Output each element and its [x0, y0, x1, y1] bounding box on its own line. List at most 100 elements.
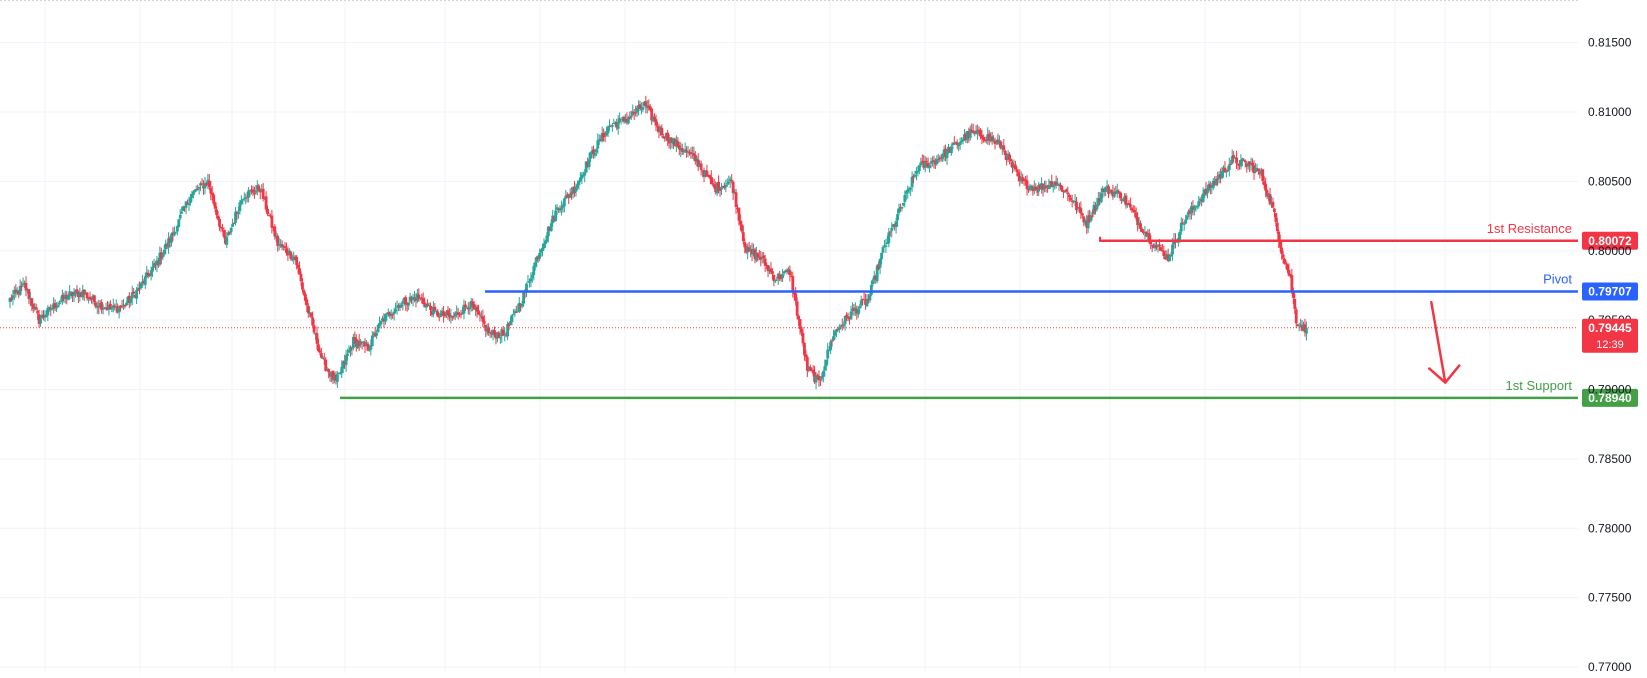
candle-body [8, 297, 12, 302]
candle-body [970, 130, 974, 132]
candle-body [1089, 216, 1093, 221]
candle-body [341, 361, 345, 369]
candle-body [1041, 183, 1045, 190]
candle-body [464, 304, 467, 308]
candle-body [688, 152, 691, 154]
candle-body [158, 252, 162, 265]
candle-body [1224, 170, 1228, 173]
candle-body [597, 139, 601, 141]
candle-body [519, 303, 523, 307]
candle-body [372, 333, 376, 335]
candle-body [1150, 245, 1154, 247]
candle-body [353, 337, 357, 340]
candle-body [855, 309, 859, 314]
candle-body [541, 247, 544, 251]
candle-body [765, 264, 768, 266]
candle-body [958, 142, 962, 146]
candle-body [864, 300, 867, 305]
candle-body [197, 186, 201, 189]
candle-body [362, 341, 365, 343]
candle-body [302, 290, 306, 295]
candle-body [893, 224, 897, 226]
candle-body [568, 193, 572, 198]
candle-body [43, 316, 47, 318]
candle-body [391, 313, 395, 315]
level-badge-text-0: 0.80072 [1588, 234, 1632, 248]
candle-body [640, 108, 643, 110]
candle-body [839, 326, 843, 328]
candle-body [394, 309, 397, 312]
candle-body [554, 210, 558, 222]
candle-body [704, 170, 707, 176]
candle-body [947, 146, 950, 151]
candle-body [34, 307, 38, 310]
candle-body [900, 206, 904, 209]
candle-body [63, 294, 67, 298]
candle-body [436, 311, 440, 317]
candle-body [82, 289, 86, 295]
candle-body [401, 301, 405, 304]
candle-body [382, 319, 386, 322]
candle-body [328, 372, 332, 377]
candle-body [445, 311, 448, 316]
candle-body [821, 371, 825, 377]
candle-body [488, 332, 492, 334]
candle-body [411, 296, 415, 301]
candle-body [608, 126, 611, 128]
candle-body [1289, 274, 1292, 277]
candle-body [1203, 189, 1206, 195]
candle-body [1232, 155, 1236, 159]
candle-body [1249, 163, 1253, 166]
candle-body [69, 291, 73, 293]
candle-body [343, 361, 347, 364]
candle-body [1223, 167, 1227, 173]
candle-body [718, 189, 722, 191]
candle-body [101, 307, 105, 309]
candle-body [957, 143, 961, 147]
candle-body [78, 292, 82, 298]
candle-body [386, 312, 390, 315]
candle-body [472, 304, 476, 310]
candle-body [298, 268, 301, 275]
candle-body [795, 301, 799, 316]
candle-body [270, 215, 274, 228]
candle-body [1214, 178, 1218, 185]
candle-body [378, 323, 381, 326]
candle-body [1235, 157, 1238, 164]
candle-body [264, 196, 268, 210]
candle-body [522, 291, 526, 304]
candle-body [1258, 172, 1262, 175]
candle-body [279, 243, 283, 245]
candle-body [504, 334, 508, 336]
candle-body [1179, 222, 1183, 232]
candle-body [399, 304, 403, 308]
candle-body [55, 307, 58, 309]
candle-body [890, 227, 894, 231]
candle-body [30, 298, 34, 306]
candle-body [1120, 199, 1124, 201]
candle-body [1291, 290, 1295, 298]
candle-body [570, 192, 574, 195]
candle-body [1290, 275, 1294, 292]
candle-body [1085, 220, 1089, 228]
candle-body [1166, 254, 1170, 261]
candle-body [583, 172, 587, 176]
candle-body [231, 223, 235, 227]
candle-body [984, 139, 988, 141]
candle-body [952, 142, 956, 144]
candle-body [903, 194, 907, 202]
candle-body [846, 316, 850, 319]
candle-body [175, 226, 179, 232]
candle-body [993, 140, 997, 145]
candle-body [912, 175, 915, 177]
candle-body [1014, 164, 1017, 170]
candle-body [423, 302, 427, 308]
candle-body [685, 150, 688, 153]
candle-body [740, 224, 744, 232]
candle-body [564, 195, 568, 199]
candle-body [424, 304, 428, 308]
candle-body [1142, 231, 1145, 234]
candle-body [170, 233, 173, 243]
candle-body [1184, 219, 1188, 224]
candle-body [344, 355, 348, 366]
